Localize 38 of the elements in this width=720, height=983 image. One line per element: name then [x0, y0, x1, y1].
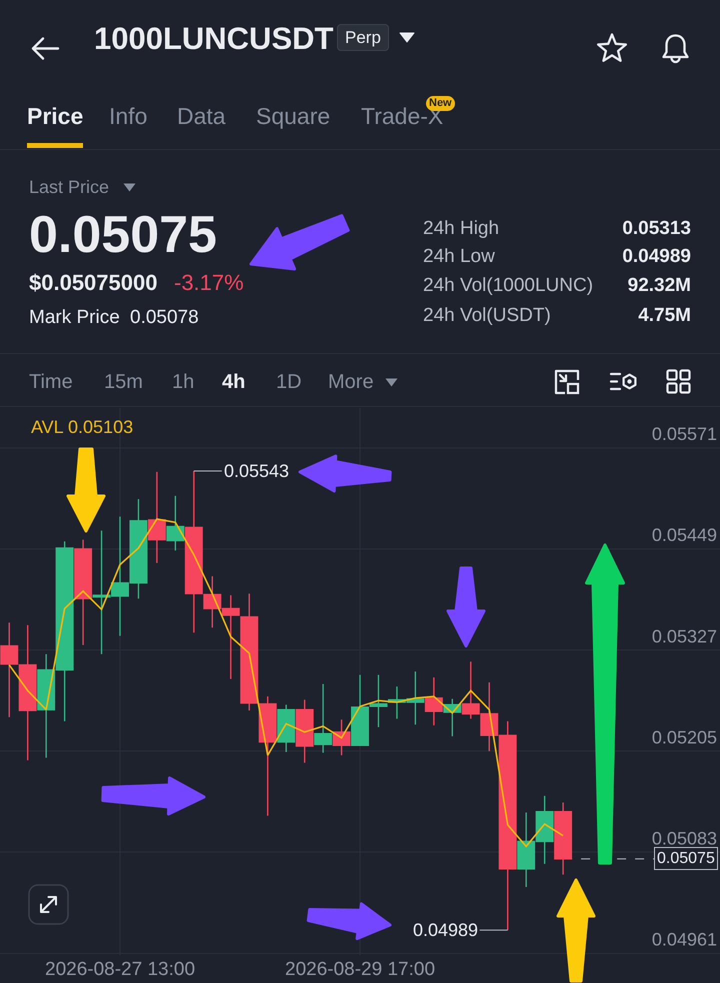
text: AVL 0.05103: [31, 417, 134, 437]
text: 15m: [104, 371, 143, 394]
y-tick-label: 0.04961: [652, 930, 717, 950]
text: 24h High: [423, 218, 500, 239]
text: Square: [256, 102, 330, 129]
text: Info: [109, 102, 148, 129]
y-tick-label: 0.05205: [652, 727, 717, 748]
text: Perp: [337, 24, 389, 52]
text: 1000LUNCUSDT: [94, 20, 334, 56]
text: 24h Low: [423, 246, 495, 268]
y-tick-label: 0.05449: [652, 525, 717, 546]
y-tick-label: 0.05571: [652, 424, 717, 444]
text: 92.32M: [628, 274, 691, 296]
text: Data: [177, 102, 226, 129]
text: 4.75M: [638, 304, 691, 326]
x-tick-label: 2026-08-29 17:00: [284, 959, 436, 980]
text: -3.17%: [174, 270, 244, 296]
text: 24h Vol(USDT): [423, 304, 551, 326]
y-tick-label: 0.05327: [652, 626, 717, 646]
text: 0.04989: [622, 246, 691, 268]
ref-line-label: 0.05075: [657, 850, 715, 867]
text: $0.05075000: [29, 270, 158, 296]
annotation: 0.04989: [413, 920, 478, 940]
text: More: [328, 371, 374, 394]
text: 0.05313: [622, 218, 691, 239]
y-tick-label: 0.05083: [652, 828, 717, 849]
text: 0.05075: [29, 206, 217, 264]
text: 1D: [276, 371, 302, 394]
x-tick-label: 2026-08-27 13:00: [44, 959, 196, 980]
text: 1h: [172, 371, 194, 394]
text: 24h Vol(1000LUNC): [423, 274, 594, 296]
text: Last Price: [29, 177, 110, 198]
text: Price: [27, 102, 84, 129]
text: 0.05078: [130, 306, 199, 328]
text: 4h: [222, 371, 246, 394]
text: Mark Price: [29, 306, 120, 328]
annotation: 0.05543: [224, 461, 290, 481]
text: Time: [29, 371, 73, 394]
